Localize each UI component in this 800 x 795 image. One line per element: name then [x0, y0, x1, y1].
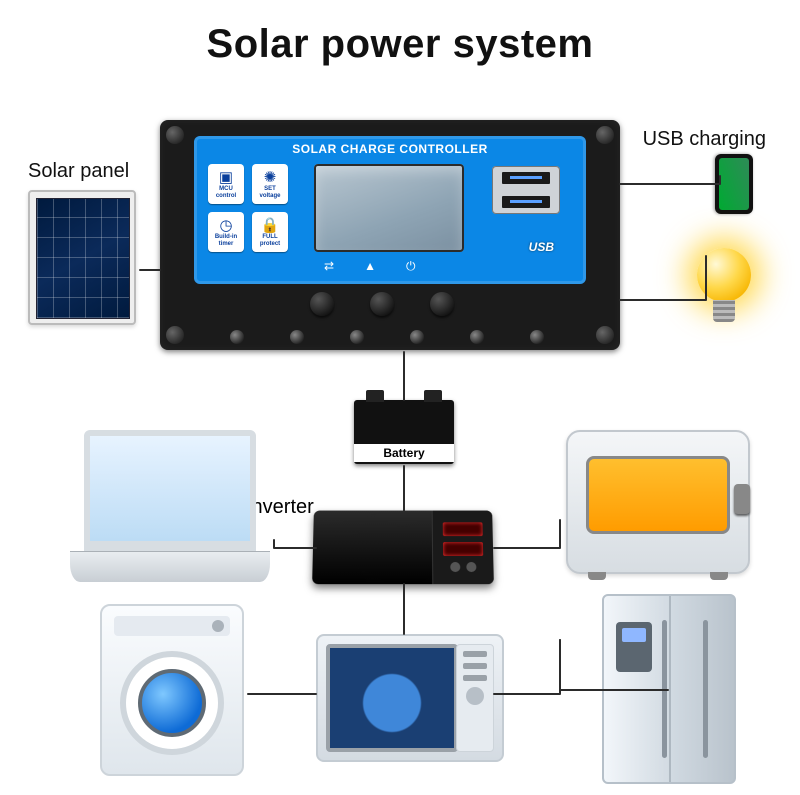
microwave-controls-icon — [456, 644, 494, 752]
terminal-icon — [350, 330, 364, 344]
inverter — [312, 511, 494, 585]
controller-button — [370, 292, 394, 316]
port-icon: ⏻ — [406, 259, 416, 274]
screw-icon — [596, 326, 614, 344]
usb-logo: USB — [529, 240, 554, 254]
port-icon: ⇄ — [324, 259, 334, 274]
fridge-handle-icon — [662, 620, 667, 758]
smartphone — [715, 154, 753, 214]
feature-badge: 🔒 FULL protect — [252, 212, 288, 252]
feature-badge: ◷ Build-in timer — [208, 212, 244, 252]
screw-icon — [166, 326, 184, 344]
laptop — [70, 430, 270, 590]
port-icon-row: ⇄ ▲ ⏻ — [324, 259, 415, 274]
toaster-oven — [566, 430, 750, 574]
terminal-icon — [410, 330, 424, 344]
fridge-handle-icon — [703, 620, 708, 758]
laptop-keyboard-icon — [70, 551, 270, 582]
battery: Battery — [354, 400, 454, 464]
light-bulb — [694, 248, 754, 328]
usb-port-icon — [502, 172, 550, 184]
washer-door-icon — [120, 651, 224, 755]
lcd-display — [314, 164, 464, 252]
gear-icon: ✺ — [264, 170, 277, 185]
feature-badge: ▣ MCU control — [208, 164, 244, 204]
feature-badge: ✺ SET voltage — [252, 164, 288, 204]
inverter-display-icon — [443, 522, 483, 536]
label-solar-panel: Solar panel — [28, 160, 129, 183]
controller-button — [430, 292, 454, 316]
solar-charge-controller: SOLAR CHARGE CONTROLLER ▣ MCU control ✺ … — [160, 120, 620, 350]
screw-icon — [596, 126, 614, 144]
microwave-door-icon — [326, 644, 458, 752]
inverter-knob-icon — [466, 562, 476, 572]
page-title: Solar power system — [0, 22, 800, 67]
clock-icon: ◷ — [219, 218, 232, 233]
inverter-front-panel — [432, 511, 494, 585]
inverter-display-icon — [443, 542, 483, 556]
controller-button — [310, 292, 334, 316]
label-usb-charging: USB charging — [643, 128, 766, 151]
fridge-dispenser-icon — [616, 622, 652, 672]
solar-cells-icon — [36, 198, 130, 319]
microwave — [316, 634, 504, 762]
port-icon: ▲ — [364, 259, 376, 274]
toaster-window-icon — [586, 456, 730, 534]
solar-panel — [28, 190, 136, 325]
washing-machine — [100, 604, 244, 776]
lock-icon: 🔒 — [261, 218, 280, 233]
usb-port-icon — [502, 196, 550, 208]
terminal-icon — [530, 330, 544, 344]
usb-ports — [492, 166, 560, 214]
bulb-glass-icon — [697, 248, 751, 302]
battery-label: Battery — [354, 444, 454, 462]
washer-panel-icon — [114, 616, 230, 636]
terminal-icon — [470, 330, 484, 344]
terminal-icon — [290, 330, 304, 344]
controller-faceplate: SOLAR CHARGE CONTROLLER ▣ MCU control ✺ … — [194, 136, 586, 284]
screw-icon — [166, 126, 184, 144]
inverter-knob-icon — [450, 562, 460, 572]
washer-drum-icon — [138, 669, 206, 737]
toaster-handle-icon — [734, 484, 750, 514]
diagram-canvas: Solar power system Solar panel USB charg… — [0, 0, 800, 795]
refrigerator — [602, 594, 736, 784]
controller-header: SOLAR CHARGE CONTROLLER — [194, 142, 586, 156]
laptop-screen-icon — [84, 430, 256, 551]
mcu-icon: ▣ — [219, 170, 233, 185]
bulb-base-icon — [713, 300, 735, 322]
terminal-icon — [230, 330, 244, 344]
